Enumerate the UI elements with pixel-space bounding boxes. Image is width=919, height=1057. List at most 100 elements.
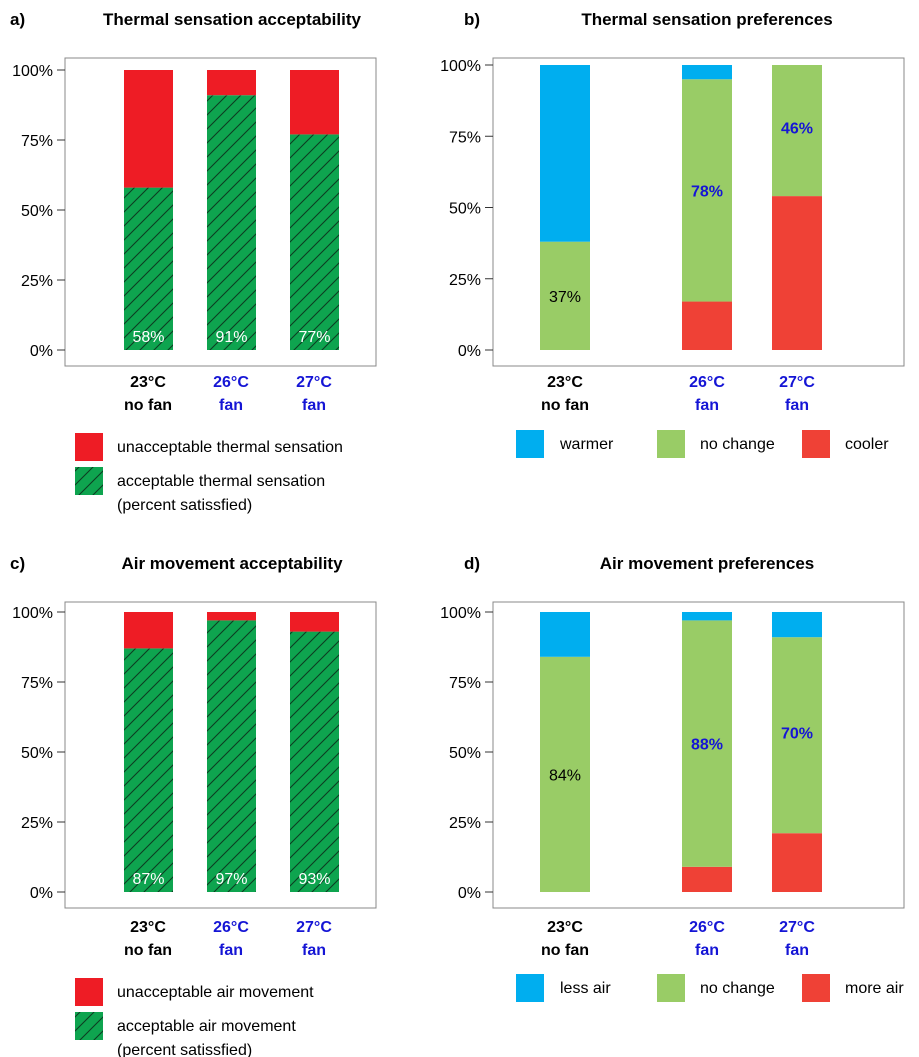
bar-segment: [682, 866, 732, 892]
x-tick-label: no fan: [541, 942, 589, 959]
legend-label: more air: [845, 980, 904, 997]
legend-label: acceptable thermal sensation: [117, 473, 325, 490]
y-tick-label: 25%: [449, 272, 481, 289]
y-tick-label: 75%: [449, 129, 481, 146]
x-tick-label: 23°C: [547, 919, 583, 936]
y-tick-label: 50%: [449, 745, 481, 762]
bar-segment: [124, 187, 173, 350]
legend-swatch: [516, 974, 544, 1002]
legend: warmer no change cooler: [516, 430, 889, 458]
bar-segment: [540, 65, 590, 242]
bar-segment: [207, 612, 256, 621]
x-tick-label: 26°C: [689, 919, 725, 936]
data-label: 58%: [132, 329, 164, 346]
bar-segment: [207, 620, 256, 892]
bar-segment: [682, 65, 732, 80]
x-tick-label: fan: [219, 942, 243, 959]
plot-frame: [64, 57, 377, 367]
legend: less air no change more air: [516, 974, 904, 1002]
y-tick-label: 75%: [449, 675, 481, 692]
legend: unacceptable thermal sensation acceptable…: [75, 433, 343, 514]
bar-segment: [772, 65, 822, 197]
data-label: 91%: [215, 329, 247, 346]
bar-segment: [540, 241, 590, 350]
y-tick-label: 100%: [12, 605, 53, 622]
x-tick-label: 23°C: [130, 374, 166, 391]
bar-segment: [682, 79, 732, 302]
legend-swatch: [657, 430, 685, 458]
data-label: 78%: [691, 183, 723, 200]
bar-segment: [772, 612, 822, 638]
panel-letter: c): [10, 554, 25, 573]
bar-segment: [540, 612, 590, 657]
legend-label: no change: [700, 436, 775, 453]
legend-label: (percent satissfied): [117, 1042, 252, 1057]
legend-label: unacceptable air movement: [117, 984, 314, 1001]
data-label: 37%: [549, 289, 581, 306]
legend-swatch: [802, 430, 830, 458]
bar-segment: [290, 70, 339, 135]
panel-letter: b): [464, 10, 480, 29]
x-tick-label: 26°C: [689, 374, 725, 391]
bar-segment: [124, 70, 173, 188]
legend-swatch: [75, 1012, 103, 1040]
legend-swatch: [516, 430, 544, 458]
panel-letter: d): [464, 554, 480, 573]
chart-title: Thermal sensation acceptability: [103, 10, 361, 29]
bar-segment: [207, 95, 256, 350]
data-label: 97%: [215, 871, 247, 888]
legend-swatch: [75, 467, 103, 495]
x-tick-label: 27°C: [296, 374, 332, 391]
bar-segment: [124, 648, 173, 892]
bar-segment: [290, 631, 339, 892]
legend: unacceptable air movement acceptable air …: [75, 978, 314, 1057]
data-label: 84%: [549, 767, 581, 784]
plot-frame: [492, 57, 905, 367]
y-tick-label: 50%: [21, 203, 53, 220]
legend-label: acceptable air movement: [117, 1018, 296, 1035]
legend-label: no change: [700, 980, 775, 997]
y-tick-label: 50%: [21, 745, 53, 762]
legend-swatch: [75, 433, 103, 461]
data-label: 70%: [781, 725, 813, 742]
x-tick-label: 26°C: [213, 919, 249, 936]
y-tick-label: 25%: [21, 815, 53, 832]
chart-panel-d: d) Air movement preferences 0% 25% 50% 75% 100…: [440, 554, 905, 1002]
x-tick-label: fan: [785, 942, 809, 959]
bar-segment: [124, 612, 173, 649]
plot-frame: [64, 601, 377, 909]
y-tick-label: 0%: [30, 885, 53, 902]
data-label: 88%: [691, 737, 723, 754]
chart-panel-b: b) Thermal sensation preferences 0% 25% 50% 7…: [440, 10, 905, 458]
chart-title: Thermal sensation preferences: [581, 10, 832, 29]
x-tick-label: fan: [302, 397, 326, 414]
legend-label: unacceptable thermal sensation: [117, 439, 343, 456]
y-tick-label: 100%: [440, 605, 481, 622]
x-tick-label: fan: [302, 942, 326, 959]
y-tick-label: 100%: [440, 58, 481, 75]
chart-title: Air movement preferences: [600, 554, 814, 573]
x-tick-label: fan: [219, 397, 243, 414]
y-tick-label: 25%: [449, 815, 481, 832]
y-tick-label: 100%: [12, 63, 53, 80]
legend-label: less air: [560, 980, 611, 997]
y-tick-label: 0%: [458, 343, 481, 360]
bar-segment: [682, 301, 732, 350]
panel-letter: a): [10, 10, 25, 29]
chart-title: Air movement acceptability: [121, 554, 343, 573]
legend-label: warmer: [559, 436, 614, 453]
data-label: 93%: [298, 871, 330, 888]
x-tick-label: fan: [695, 397, 719, 414]
bar-segment: [290, 134, 339, 350]
bar-segment: [772, 196, 822, 350]
y-tick-label: 50%: [449, 201, 481, 218]
bar-segment: [682, 612, 732, 621]
legend-swatch: [657, 974, 685, 1002]
bar-segment: [290, 612, 339, 632]
y-tick-label: 0%: [458, 885, 481, 902]
chart-panel-c: c) Air movement acceptability 0% 25% 50% 75% 1…: [10, 554, 377, 1057]
data-label: 77%: [298, 329, 330, 346]
x-tick-label: 27°C: [296, 919, 332, 936]
x-tick-label: no fan: [541, 397, 589, 414]
data-label: 87%: [132, 871, 164, 888]
